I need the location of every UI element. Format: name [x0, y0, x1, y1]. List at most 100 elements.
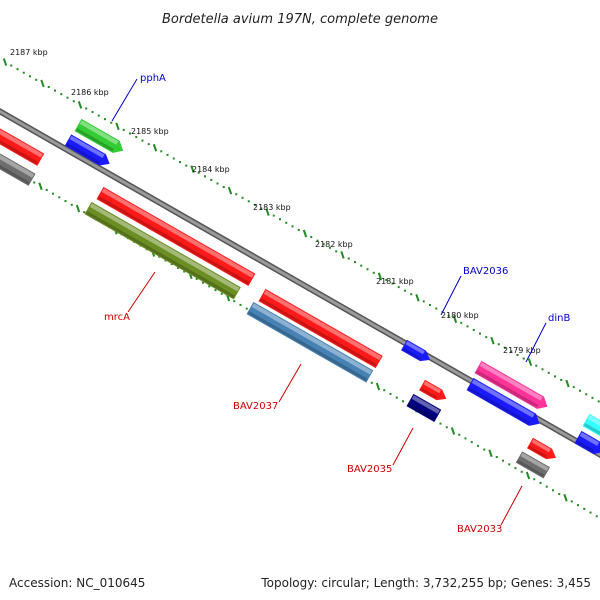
inner-minor-tick — [183, 270, 186, 273]
gene-arrow-highlight — [587, 415, 600, 433]
outer-major-tick — [2, 58, 8, 66]
outer-minor-tick — [260, 207, 263, 210]
outer-major-tick — [340, 251, 345, 259]
outer-major-tick — [115, 122, 120, 131]
outer-minor-tick — [497, 343, 500, 346]
inner-minor-tick — [495, 455, 498, 458]
outer-minor-tick — [572, 386, 575, 389]
gene-label: BAV2037 — [233, 401, 278, 412]
gene-arrow-shade — [467, 387, 531, 425]
gene-feature — [74, 118, 124, 153]
inner-minor-tick — [445, 426, 448, 429]
inner-major-tick — [525, 471, 531, 480]
outer-major-tick — [302, 229, 308, 238]
outer-minor-tick — [579, 389, 581, 392]
gene-arrow-highlight — [69, 135, 105, 158]
outer-minor-tick — [160, 150, 163, 153]
gene-arrow-highlight — [101, 188, 255, 278]
gene-feature — [466, 377, 540, 426]
gene-label-leader — [440, 275, 462, 316]
outer-major-tick — [77, 101, 83, 109]
inner-minor-tick — [483, 448, 486, 451]
gene-label: pphA — [140, 73, 166, 84]
outer-minor-tick — [460, 321, 463, 324]
gene-feature — [258, 288, 383, 369]
gene-arrow-shade — [420, 387, 438, 399]
inner-minor-tick — [552, 489, 554, 492]
inner-minor-tick — [83, 211, 86, 214]
outer-minor-tick — [554, 375, 556, 378]
outer-minor-tick — [316, 239, 319, 242]
inner-minor-tick — [245, 307, 248, 310]
outer-minor-tick — [329, 246, 331, 249]
outer-minor-tick — [272, 214, 275, 217]
gene-arrow-highlight — [423, 381, 441, 394]
inner-minor-tick — [514, 467, 517, 470]
gene-label: BAV2035 — [347, 464, 392, 475]
outer-major-tick — [265, 208, 270, 216]
outer-minor-tick — [91, 111, 94, 114]
outer-minor-tick — [372, 271, 375, 274]
gene-feature — [64, 134, 110, 166]
scale-label: 2186 kbp — [71, 88, 109, 97]
inner-minor-tick — [195, 277, 198, 280]
outer-minor-tick — [279, 218, 281, 221]
outer-minor-tick — [585, 393, 588, 396]
outer-minor-tick — [285, 221, 288, 224]
gene-feature — [96, 186, 256, 286]
gene-feature — [401, 339, 431, 362]
scale-label: 2184 kbp — [192, 165, 230, 174]
inner-minor-tick — [558, 493, 561, 496]
outer-minor-tick — [247, 200, 250, 203]
outer-minor-tick — [104, 118, 106, 121]
outer-minor-tick — [510, 350, 513, 353]
gene-arrow-highlight — [251, 303, 372, 375]
outer-minor-tick — [172, 157, 175, 160]
gene-arrow-shade — [528, 445, 547, 458]
outer-minor-tick — [97, 114, 100, 117]
outer-minor-tick — [22, 71, 25, 74]
outer-major-tick — [190, 165, 195, 174]
inner-minor-tick — [464, 437, 467, 440]
outer-minor-tick — [291, 225, 294, 228]
outer-major-tick — [527, 358, 533, 366]
outer-minor-tick — [335, 250, 338, 253]
inner-minor-tick — [45, 188, 48, 191]
outer-minor-tick — [241, 196, 244, 199]
outer-minor-tick — [479, 332, 481, 335]
gene-feature — [419, 379, 447, 401]
gene-label: BAV2036 — [463, 266, 508, 277]
outer-major-tick — [565, 379, 570, 388]
inner-minor-tick — [502, 459, 504, 462]
gene-arrow-shade — [517, 459, 545, 478]
gene-feature — [84, 201, 241, 300]
outer-minor-tick — [354, 261, 356, 264]
outer-minor-tick — [179, 161, 181, 164]
outer-minor-tick — [397, 286, 400, 289]
outer-minor-tick — [366, 268, 369, 271]
outer-major-tick — [377, 272, 383, 281]
gene-arrow-highlight — [411, 395, 440, 414]
gene-label-leader — [127, 271, 156, 313]
outer-minor-tick — [597, 400, 600, 403]
outer-minor-tick — [147, 143, 150, 146]
outer-minor-tick — [54, 89, 56, 92]
outer-minor-tick — [504, 346, 506, 349]
gene-arrow-body — [258, 288, 383, 369]
gene-arrow-shade — [247, 311, 368, 382]
gene-arrow-shade — [475, 370, 539, 408]
outer-minor-tick — [129, 132, 131, 135]
scale-label: 2187 kbp — [10, 48, 48, 57]
gene-arrow-shade — [66, 142, 101, 165]
inner-major-tick — [488, 449, 493, 458]
inner-minor-tick — [33, 181, 36, 184]
outer-minor-tick — [85, 107, 88, 110]
inner-major-tick — [75, 204, 81, 213]
outer-minor-tick — [410, 293, 413, 296]
inner-minor-tick — [508, 463, 511, 466]
scale-label: 2180 kbp — [441, 311, 479, 320]
scale-label: 2181 kbp — [376, 277, 414, 286]
outer-minor-tick — [466, 325, 469, 328]
gene-arrow-body — [246, 301, 374, 383]
